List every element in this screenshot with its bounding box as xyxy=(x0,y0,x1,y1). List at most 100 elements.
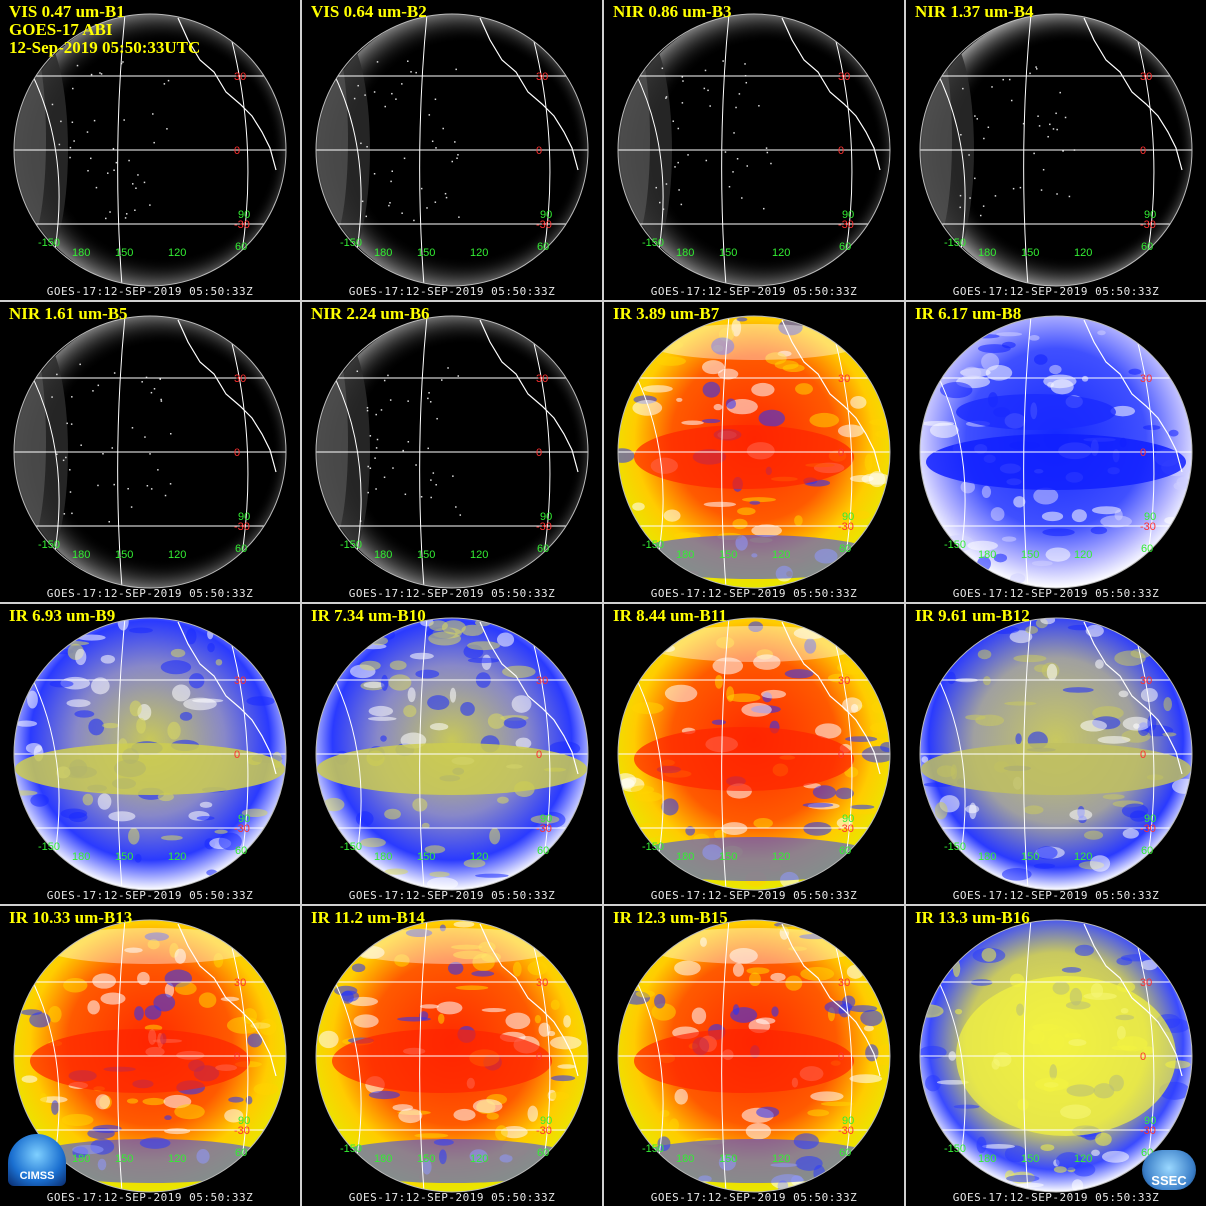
longitude-label: 90 xyxy=(1144,209,1156,221)
longitude-label: 120 xyxy=(168,851,186,863)
latitude-label: 0 xyxy=(838,749,844,761)
longitude-label: 90 xyxy=(238,1115,250,1127)
band-panel: 30 0 -30 -150 180 150 120 60 90 IR 3.89 um-B7 GOES… xyxy=(604,302,904,602)
globe-image: 30 0 -30 -150 180 150 120 60 90 xyxy=(315,315,589,589)
band-title: NIR 1.61 um-B5 xyxy=(9,304,128,323)
globe-image: 30 0 -30 -150 180 150 120 60 90 xyxy=(13,315,287,589)
timestamp-footer: GOES-17:12-SEP-2019 05:50:33Z xyxy=(952,1191,1160,1204)
longitude-label: 90 xyxy=(540,209,552,221)
globe-image: 30 0 -30 -150 180 150 120 60 90 xyxy=(13,13,287,287)
band-panel: 30 0 -30 -150 180 150 120 60 90 NIR 2.24 um-B6 GOE… xyxy=(302,302,602,602)
latitude-label: -30 xyxy=(838,219,854,231)
latitude-label: -30 xyxy=(536,219,552,231)
latitude-label: 0 xyxy=(1140,749,1146,761)
longitude-label: 180 xyxy=(374,1153,392,1165)
longitude-label: -150 xyxy=(642,841,664,853)
latitude-label: 0 xyxy=(536,145,542,157)
latitude-label: 0 xyxy=(234,1051,240,1063)
longitude-label: 150 xyxy=(417,549,435,561)
band-title: IR 7.34 um-B10 xyxy=(311,606,426,625)
band-title: IR 3.89 um-B7 xyxy=(613,304,720,323)
latitude-label: 30 xyxy=(536,373,548,385)
ssec-logo-text: SSEC xyxy=(1151,1173,1187,1188)
timestamp-footer: GOES-17:12-SEP-2019 05:50:33Z xyxy=(952,889,1160,902)
longitude-label: 180 xyxy=(72,851,90,863)
longitude-label: 60 xyxy=(1141,241,1153,253)
band-panel: 30 0 -30 -150 180 150 120 60 90 NIR 1.37 um-B4 GOE… xyxy=(906,0,1206,300)
latitude-label: 0 xyxy=(536,447,542,459)
longitude-label: 120 xyxy=(772,851,790,863)
longitude-label: 60 xyxy=(1141,543,1153,555)
timestamp-footer: GOES-17:12-SEP-2019 05:50:33Z xyxy=(46,587,254,600)
longitude-label: 120 xyxy=(1074,851,1092,863)
longitude-label: 180 xyxy=(374,247,392,259)
band-title: NIR 2.24 um-B6 xyxy=(311,304,430,323)
timestamp-footer: GOES-17:12-SEP-2019 05:50:33Z xyxy=(650,587,858,600)
band-panel: 30 0 -30 -150 180 150 120 60 90 IR 6.93 um-B9 GOES… xyxy=(0,604,300,904)
longitude-label: 60 xyxy=(839,1147,851,1159)
longitude-label: -150 xyxy=(340,1143,362,1155)
band-panel: 30 0 -30 -150 180 150 120 60 90 NIR 0.86 um-B3 GOE… xyxy=(604,0,904,300)
band-panel: 30 0 -30 -150 180 150 120 60 90 IR 13.3 um-B16 GOE… xyxy=(906,906,1206,1206)
longitude-label: 90 xyxy=(1144,511,1156,523)
longitude-label: -150 xyxy=(944,539,966,551)
latitude-label: 30 xyxy=(536,977,548,989)
latitude-label: 30 xyxy=(838,977,850,989)
timestamp-footer: GOES-17:12-SEP-2019 05:50:33Z xyxy=(46,889,254,902)
longitude-label: -150 xyxy=(642,539,664,551)
timestamp-footer: GOES-17:12-SEP-2019 05:50:33Z xyxy=(650,1191,858,1204)
longitude-label: 60 xyxy=(537,1147,549,1159)
latitude-label: 0 xyxy=(1140,145,1146,157)
image-datetime: 12-Sep-2019 05:50:33UTC xyxy=(9,38,201,57)
band-panel: 30 0 -30 -150 180 150 120 60 90 IR 6.17 um-B8 GOES… xyxy=(906,302,1206,602)
longitude-label: 90 xyxy=(842,813,854,825)
latitude-label: -30 xyxy=(1140,219,1156,231)
band-title: IR 10.33 um-B13 xyxy=(9,908,133,927)
cimss-logo: CIMSS xyxy=(8,1134,66,1186)
longitude-label: 180 xyxy=(72,549,90,561)
longitude-label: -150 xyxy=(944,237,966,249)
longitude-label: -150 xyxy=(944,1143,966,1155)
longitude-label: 60 xyxy=(235,1147,247,1159)
longitude-label: 150 xyxy=(719,1153,737,1165)
longitude-label: 120 xyxy=(470,851,488,863)
longitude-label: 120 xyxy=(772,1153,790,1165)
band-title: IR 13.3 um-B16 xyxy=(915,908,1030,927)
latitude-label: 30 xyxy=(1140,977,1152,989)
band-title: VIS 0.64 um-B2 xyxy=(311,2,427,21)
latitude-label: -30 xyxy=(838,1125,854,1137)
longitude-label: 120 xyxy=(772,549,790,561)
latitude-label: -30 xyxy=(1140,521,1156,533)
band-title: VIS 0.47 um-B1 xyxy=(9,2,125,21)
longitude-label: 60 xyxy=(235,845,247,857)
timestamp-footer: GOES-17:12-SEP-2019 05:50:33Z xyxy=(348,587,556,600)
longitude-label: -150 xyxy=(340,841,362,853)
band-panel: 30 0 -30 -150 180 150 120 60 90 IR 7.34 um-B10 GOE… xyxy=(302,604,602,904)
latitude-label: -30 xyxy=(536,823,552,835)
band-panel: 30 0 -30 -150 180 150 120 60 90 IR 11.2 um-B14 GOE… xyxy=(302,906,602,1206)
longitude-label: 150 xyxy=(719,851,737,863)
longitude-label: 180 xyxy=(72,247,90,259)
longitude-label: 60 xyxy=(537,241,549,253)
globe-image: 30 0 -30 -150 180 150 120 60 90 xyxy=(617,919,891,1193)
longitude-label: 90 xyxy=(238,511,250,523)
longitude-label: -150 xyxy=(944,841,966,853)
longitude-label: 120 xyxy=(1074,1153,1092,1165)
longitude-label: 180 xyxy=(978,1153,996,1165)
globe-image: 30 0 -30 -150 180 150 120 60 90 xyxy=(919,315,1193,589)
latitude-label: -30 xyxy=(1140,823,1156,835)
longitude-label: 90 xyxy=(842,511,854,523)
band-panel: 30 0 -30 -150 180 150 120 60 90 VIS 0.47 um-B1 GOE… xyxy=(0,0,300,300)
band-panel: 30 0 -30 -150 180 150 120 60 90 VIS 0.64 um-B2 GOE… xyxy=(302,0,602,300)
longitude-label: 150 xyxy=(115,247,133,259)
latitude-label: 30 xyxy=(1140,675,1152,687)
latitude-label: 30 xyxy=(234,373,246,385)
longitude-label: 180 xyxy=(676,247,694,259)
longitude-label: 60 xyxy=(537,845,549,857)
latitude-label: 30 xyxy=(1140,71,1152,83)
longitude-label: 120 xyxy=(168,1153,186,1165)
longitude-label: 120 xyxy=(1074,549,1092,561)
latitude-label: -30 xyxy=(536,521,552,533)
latitude-label: 30 xyxy=(234,71,246,83)
